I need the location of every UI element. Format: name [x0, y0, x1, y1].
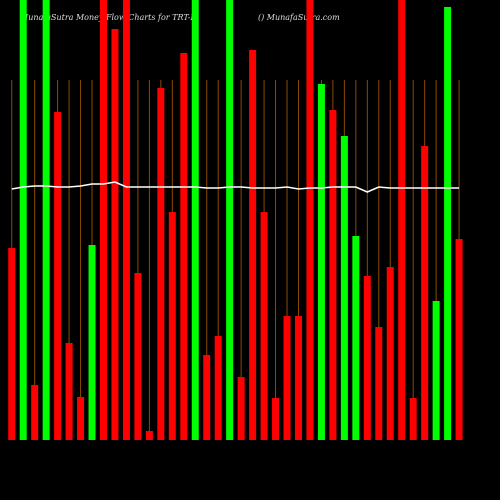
- bar: [386, 267, 394, 440]
- bar: [191, 0, 199, 440]
- bar: [398, 0, 406, 440]
- bar: [260, 212, 268, 440]
- money-flow-line: [11, 181, 460, 193]
- bar: [272, 398, 280, 440]
- bar: [122, 0, 130, 440]
- bar: [317, 84, 325, 440]
- bar: [8, 248, 16, 440]
- bar: [363, 276, 371, 440]
- bar: [294, 316, 302, 440]
- bar: [42, 0, 50, 440]
- bar: [306, 0, 314, 440]
- bar: [180, 53, 188, 440]
- bar: [214, 336, 222, 440]
- bar: [203, 355, 211, 440]
- bar: [77, 397, 85, 440]
- bar: [237, 377, 245, 440]
- bar: [455, 239, 463, 440]
- bar: [432, 301, 440, 440]
- bar: [283, 316, 291, 440]
- bar: [444, 7, 452, 440]
- bar: [19, 0, 27, 440]
- bar: [352, 236, 360, 440]
- bar: [99, 0, 107, 440]
- bar: [134, 273, 142, 440]
- bar: [329, 110, 337, 440]
- chart-title: MunafaSutra Money Flow Charts for TRT-F: [19, 13, 196, 22]
- bar: [65, 343, 73, 440]
- bar: [88, 245, 96, 440]
- bar: [375, 327, 383, 440]
- bar: [54, 112, 62, 440]
- bar: [421, 146, 429, 440]
- bar: [340, 136, 348, 440]
- bar: [249, 50, 257, 440]
- bar: [226, 0, 234, 440]
- bar: [145, 431, 153, 440]
- chart-subtitle: () MunafaSutra.com: [258, 13, 340, 22]
- bar: [409, 398, 417, 440]
- bar: [157, 88, 165, 440]
- bar: [31, 385, 39, 440]
- bar: [111, 29, 119, 440]
- bar: [168, 212, 176, 440]
